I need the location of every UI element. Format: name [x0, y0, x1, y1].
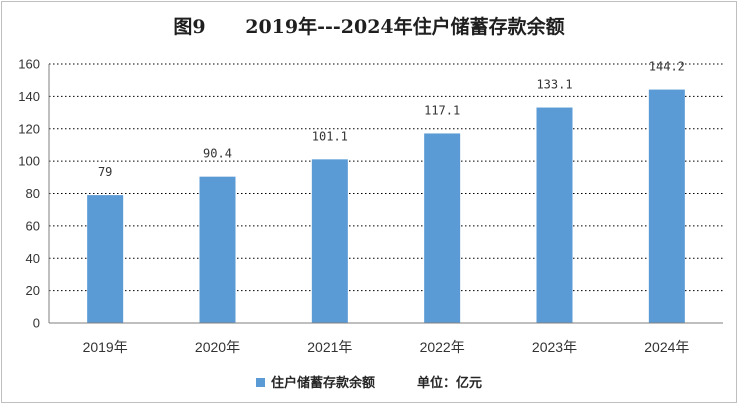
- y-tick-label: 20: [26, 283, 40, 298]
- bar: [311, 159, 348, 323]
- x-tick-label: 2020年: [195, 339, 240, 355]
- gridlines: [49, 63, 723, 292]
- x-tick-label: 2022年: [420, 339, 465, 355]
- legend: 住户储蓄存款余额 单位：亿元: [0, 372, 738, 391]
- x-axis: 2019年 2020年 2021年 2022年 2023年 2024年: [48, 64, 723, 355]
- y-tick-label: 100: [18, 154, 40, 169]
- y-tick-label: 0: [33, 316, 40, 331]
- y-axis-ticks: 0 20 40 60 80 100 120 140 160: [18, 57, 40, 331]
- y-tick-label: 120: [18, 121, 40, 136]
- y-tick-label: 60: [26, 218, 40, 233]
- unit-note: 单位：亿元: [417, 376, 483, 391]
- data-label: 101.1: [312, 129, 348, 143]
- bar: [87, 195, 124, 323]
- data-label: 90.4: [203, 147, 232, 161]
- x-tick-label: 2024年: [644, 339, 689, 355]
- bars: [87, 89, 685, 323]
- bar: [536, 107, 573, 323]
- data-label: 79: [98, 165, 112, 179]
- bar: [648, 89, 685, 323]
- y-tick-label: 40: [26, 251, 40, 266]
- x-tick-label: 2019年: [83, 339, 128, 355]
- data-label: 144.2: [649, 60, 685, 74]
- chart-title: 图9 2019年---2024年住户储蓄存款余额: [173, 16, 565, 38]
- bar: [199, 176, 236, 323]
- x-tick-label: 2023年: [532, 339, 577, 355]
- bar: [424, 133, 461, 323]
- x-tick-label: 2021年: [307, 339, 352, 355]
- data-label: 133.1: [536, 78, 572, 92]
- data-label: 117.1: [424, 103, 460, 117]
- y-tick-label: 80: [26, 186, 40, 201]
- legend-label: 住户储蓄存款余额: [270, 376, 375, 391]
- data-labels: 79 90.4 101.1 117.1 133.1 144.2: [98, 60, 685, 180]
- legend-swatch: [255, 378, 265, 387]
- y-tick-label: 140: [18, 89, 40, 104]
- y-tick-label: 160: [18, 57, 40, 72]
